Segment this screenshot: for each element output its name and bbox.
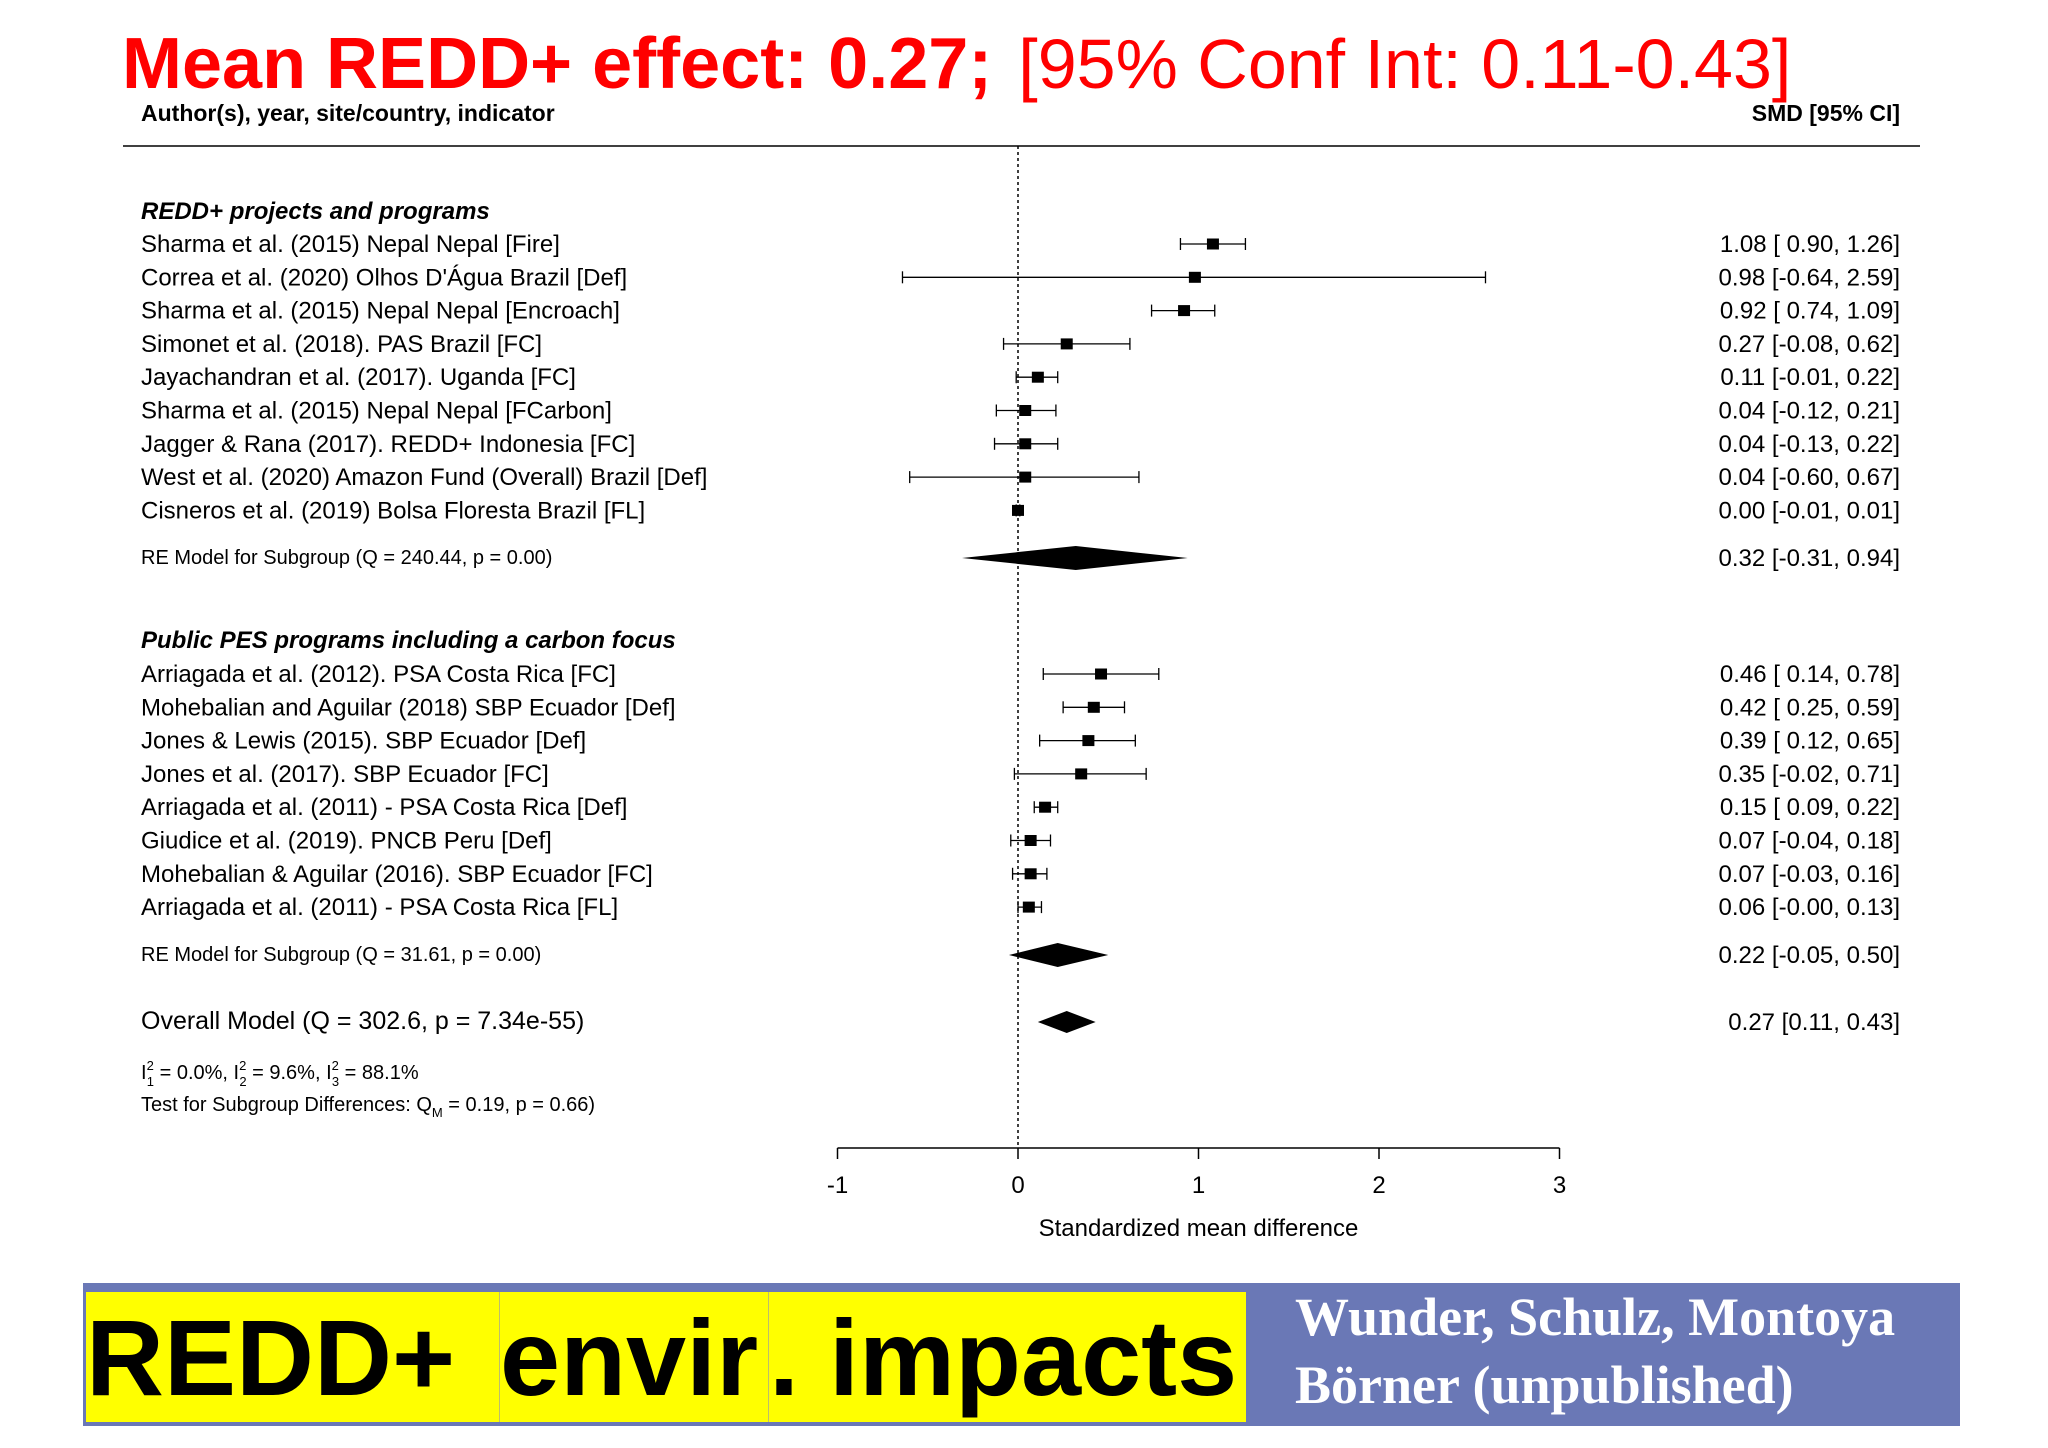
x-tick-label: 0 <box>1011 1172 1024 1199</box>
x-tick-label: 2 <box>1372 1172 1385 1199</box>
footer-title-segment-3: . impacts <box>769 1296 1238 1418</box>
effect-point <box>1188 271 1201 283</box>
subgroup-differences-test: Test for Subgroup Differences: QM = 0.19… <box>141 1094 595 1120</box>
overall-model-text: 0.27 [0.11, 0.43] <box>1728 1009 1900 1036</box>
study-estimate-text: 0.39 [ 0.12, 0.65] <box>1720 728 1900 755</box>
effect-point <box>1024 835 1037 846</box>
x-tick-label: 1 <box>1192 1172 1205 1199</box>
effect-point <box>1024 868 1037 880</box>
subgroup-summary-text: 0.32 [-0.31, 0.94] <box>1719 545 1900 572</box>
overall-summary-diamond <box>1037 1011 1096 1033</box>
study-label: Simonet et al. (2018). PAS Brazil [FC] <box>141 331 542 358</box>
study-label: Arriagada et al. (2011) - PSA Costa Rica… <box>141 894 618 921</box>
overall-model-label: Overall Model (Q = 302.6, p = 7.34e-55) <box>141 1007 584 1035</box>
effect-point <box>1075 768 1088 780</box>
effect-point <box>1012 504 1024 516</box>
subgroup-summary-text: 0.22 [-0.05, 0.50] <box>1719 942 1900 969</box>
footer-authors-line-1: Wunder, Schulz, Montoya <box>1295 1287 1896 1347</box>
study-estimate-text: 0.04 [-0.12, 0.21] <box>1719 398 1900 425</box>
footer-title-highlight: REDD+ envir. impacts <box>86 1292 1246 1422</box>
study-estimate-text: 0.07 [-0.03, 0.16] <box>1719 861 1900 888</box>
effect-point <box>1095 668 1108 680</box>
study-label: Jones et al. (2017). SBP Ecuador [FC] <box>141 761 549 788</box>
study-label: Jayachandran et al. (2017). Uganda [FC] <box>141 364 576 391</box>
study-label: Arriagada et al. (2012). PSA Costa Rica … <box>141 661 616 688</box>
effect-point <box>1019 405 1032 416</box>
headline-confidence-interval: [95% Conf Int: 0.11-0.43] <box>1018 25 1792 103</box>
study-estimate-text: 0.27 [-0.08, 0.62] <box>1719 331 1900 358</box>
left-column-header: Author(s), year, site/country, indicator <box>141 100 555 126</box>
study-label: Jagger & Rana (2017). REDD+ Indonesia [F… <box>141 431 635 458</box>
heterogeneity-stats: I2 1 = 0.0%, I2 2 = 9.6%, I2 3 = 88.1% <box>141 1058 419 1089</box>
study-estimate-text: 0.04 [-0.60, 0.67] <box>1719 464 1900 491</box>
headline-mean-effect: Mean REDD+ effect: 0.27; <box>122 24 993 104</box>
study-label: Giudice et al. (2019). PNCB Peru [Def] <box>141 828 552 855</box>
footer-title-segment-1: REDD+ <box>86 1292 500 1422</box>
study-estimate-text: 0.04 [-0.13, 0.22] <box>1719 431 1900 458</box>
study-label: Jones & Lewis (2015). SBP Ecuador [Def] <box>141 728 586 755</box>
study-estimate-text: 0.11 [-0.01, 0.22] <box>1720 364 1900 391</box>
study-estimate-text: 0.06 [-0.00, 0.13] <box>1719 894 1900 921</box>
study-label: Correa et al. (2020) Olhos D'Água Brazil… <box>141 264 627 291</box>
study-estimate-text: 0.00 [-0.01, 0.01] <box>1719 497 1900 524</box>
study-label: Mohebalian and Aguilar (2018) SBP Ecuado… <box>141 694 676 721</box>
study-label: West et al. (2020) Amazon Fund (Overall)… <box>141 464 707 491</box>
study-label: Mohebalian & Aguilar (2016). SBP Ecuador… <box>141 861 653 888</box>
study-label: Arriagada et al. (2011) - PSA Costa Rica… <box>141 794 627 821</box>
study-label: Sharma et al. (2015) Nepal Nepal [Encroa… <box>141 298 620 325</box>
footer-band: REDD+ envir. impacts Wunder, Schulz, Mon… <box>83 1283 1960 1426</box>
study-label: Cisneros et al. (2019) Bolsa Floresta Br… <box>141 497 645 524</box>
study-estimate-text: 0.15 [ 0.09, 0.22] <box>1720 794 1900 821</box>
study-estimate-text: 0.46 [ 0.14, 0.78] <box>1720 661 1900 688</box>
right-column-header: SMD [95% CI] <box>1752 100 1900 126</box>
effect-point <box>1082 735 1095 747</box>
subgroup-summary-label: RE Model for Subgroup (Q = 240.44, p = 0… <box>141 547 552 569</box>
subgroup-title: REDD+ projects and programs <box>141 198 490 225</box>
effect-point <box>1019 438 1032 450</box>
effect-point <box>1019 471 1032 483</box>
study-estimate-text: 0.35 [-0.02, 0.71] <box>1719 761 1900 788</box>
subgroup-title: Public PES programs including a carbon f… <box>141 627 676 654</box>
effect-point <box>1039 801 1052 813</box>
forest-plot: Author(s), year, site/country, indicator… <box>123 100 1920 1242</box>
effect-point <box>1178 305 1191 317</box>
effect-point <box>1060 338 1073 350</box>
study-label: Sharma et al. (2015) Nepal Nepal [Fire] <box>141 231 560 258</box>
study-estimate-text: 0.42 [ 0.25, 0.59] <box>1720 694 1900 721</box>
headline: Mean REDD+ effect: 0.27; [95% Conf Int: 0… <box>122 28 1791 100</box>
study-estimate-text: 0.92 [ 0.74, 1.09] <box>1720 298 1900 325</box>
footer-authors: Wunder, Schulz, Montoya Börner (unpublis… <box>1295 1283 1895 1419</box>
subgroup-summary-label: RE Model for Subgroup (Q = 31.61, p = 0.… <box>141 944 541 966</box>
study-estimate-text: 0.98 [-0.64, 2.59] <box>1719 264 1900 291</box>
x-tick-label: 3 <box>1553 1172 1566 1199</box>
effect-point <box>1022 901 1035 913</box>
x-axis-title: Standardized mean difference <box>1039 1215 1359 1242</box>
study-estimate-text: 0.07 [-0.04, 0.18] <box>1719 828 1900 855</box>
x-tick-label: -1 <box>827 1172 848 1199</box>
effect-point <box>1031 371 1044 383</box>
subgroup-summary-diamond <box>962 546 1188 570</box>
footer-title-segment-2: envir <box>500 1292 769 1422</box>
effect-point <box>1206 238 1219 250</box>
study-estimate-text: 1.08 [ 0.90, 1.26] <box>1720 231 1900 258</box>
effect-point <box>1087 701 1100 713</box>
study-label: Sharma et al. (2015) Nepal Nepal [FCarbo… <box>141 398 612 425</box>
subgroup-summary-diamond <box>1008 943 1109 967</box>
footer-authors-line-2: Börner (unpublished) <box>1295 1355 1794 1415</box>
